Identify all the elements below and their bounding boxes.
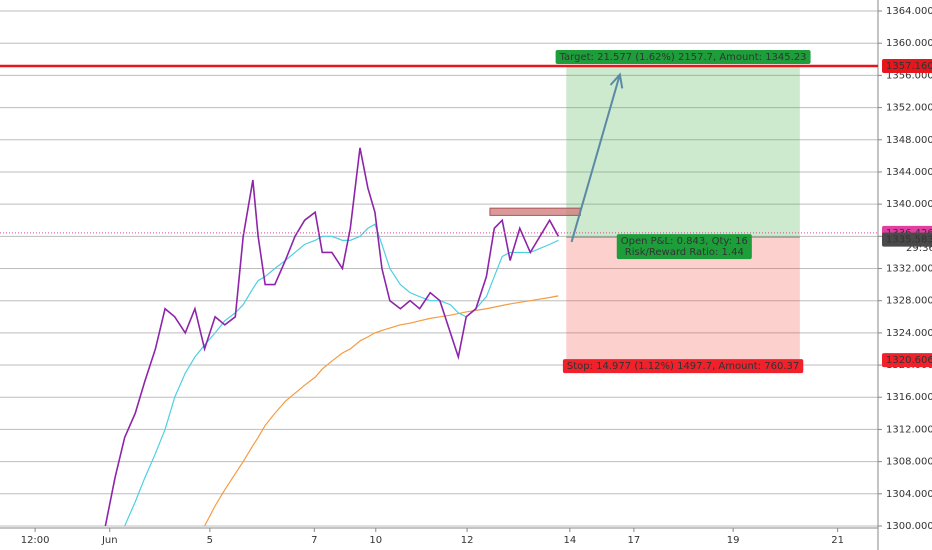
axis-price-label: 1357.160 (886, 61, 932, 72)
y-tick-label: 1300.000 (886, 521, 932, 532)
x-tick-label: Jun (101, 535, 118, 546)
axis-price-label: 1320.606 (886, 355, 932, 366)
y-tick-label: 1324.000 (886, 328, 932, 339)
arrow (570, 74, 621, 243)
stop-label-bg (562, 359, 804, 374)
target-zone (566, 66, 800, 238)
rr-label: Risk/Reward Ratio: 1.44 (625, 247, 744, 258)
x-tick-label: 12 (461, 535, 474, 546)
x-tick-label: 7 (311, 535, 317, 546)
y-tick-label: 1332.000 (886, 264, 932, 275)
axis-price-label-bg (882, 232, 932, 247)
y-tick-label: 1312.000 (886, 424, 932, 435)
y-tick-label: 1360.000 (886, 38, 932, 49)
y-tick-label: 1308.000 (886, 457, 932, 468)
axis-price-label: 1335.583 (886, 235, 932, 246)
pnl-bg (616, 234, 752, 260)
resistance-zone (489, 207, 581, 216)
countdown: 29:36 (906, 243, 932, 254)
x-tick-label: 19 (727, 535, 740, 546)
series-line (124, 223, 559, 527)
y-tick-label: 1316.000 (886, 392, 932, 403)
y-tick-label: 1328.000 (886, 296, 932, 307)
series-line (204, 295, 559, 527)
x-tick-label: 5 (207, 535, 213, 546)
axis-price-label-bg (882, 353, 932, 368)
pnl-label: Open P&L: 0.843, Qty: 16 (621, 236, 748, 247)
y-tick-label: 1304.000 (886, 489, 932, 500)
stop-label: Stop: 14.977 (1.12%) 1497.7, Amount: 760… (567, 361, 799, 372)
x-tick-label: 10 (369, 535, 382, 546)
x-tick-label: 21 (831, 535, 844, 546)
target-label: Target: 21.577 (1.62%) 2157.7, Amount: 1… (559, 52, 807, 63)
y-tick-label: 1344.000 (886, 167, 932, 178)
x-tick-label: 17 (628, 535, 641, 546)
axis-price-label-bg (882, 59, 932, 74)
y-tick-label: 1356.000 (886, 70, 932, 81)
arrow-head (609, 72, 624, 89)
y-tick-label: 1352.000 (886, 103, 932, 114)
y-tick-label: 1340.000 (886, 199, 932, 210)
x-tick-label: 12:00 (21, 535, 50, 546)
target-label-bg (555, 50, 811, 65)
x-tick-label: 14 (563, 535, 576, 546)
y-tick-label: 1348.000 (886, 135, 932, 146)
y-tick-label: 1364.000 (886, 6, 932, 17)
series-line (104, 147, 560, 527)
